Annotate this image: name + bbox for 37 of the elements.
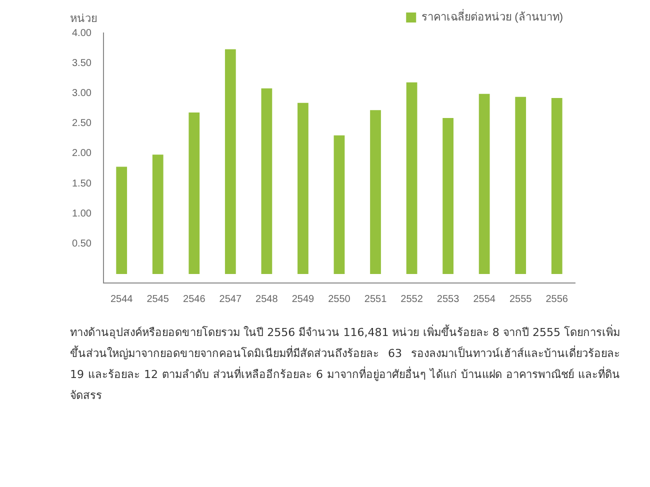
bar [478,94,490,274]
bar [551,98,562,274]
x-tick-label: 2553 [436,294,460,305]
y-tick-label: 3.50 [72,58,92,69]
bar [334,135,345,274]
y-tick-label: 2.00 [72,148,92,160]
y-tick-label: 1.00 [72,208,92,220]
x-tick-label: 2549 [292,294,315,305]
x-tick-label: 2556 [546,294,568,305]
bar [406,82,418,274]
legend-label: ราคาเฉลี่ยต่อหน่วย (ล้านบาท) [422,8,564,24]
y-tick-label: 3.00 [72,88,92,99]
bar [188,112,200,274]
x-tick-label: 2554 [473,294,496,305]
bar [515,96,526,274]
bar [261,88,272,274]
x-tick-label: 2550 [328,294,351,305]
x-tick-label: 2555 [509,294,532,305]
bar [224,49,236,274]
bar [116,166,128,274]
y-tick-label: 2.50 [72,118,92,130]
bar [370,110,381,274]
x-tick-label: 2551 [364,294,388,305]
x-tick-label: 2544 [110,294,134,305]
y-axis-title: หน่วย [70,12,97,25]
y-tick-label: 0.50 [72,238,92,250]
x-tick-label: 2548 [256,294,278,305]
x-tick-label: 2546 [183,294,206,305]
text: ทางด้านอุปสงค์หรือยอดขายโดยรวม ในปี 2556 มีจำนวน 116,481 หน่วย เพิ่มขึ้นร้อยละ 8 จากปี 2555 โดยการเพิ่มขึ้นส่วนใหญ่มาจากยอดขายจากคอนโดมิเนียมที่มีสัดส่วนถึงร้อยละ 63 รองลงมาเป็นทาวน์เฮ้าส์และบ้านเดี่ยวร้อยละ 19 และร้อยละ 12 ตามลำดับ ส่วนที่เหลืออีกร้อยละ 6 มาจากที่อยู่อาศัยอื่นๆ ได้แก่ บ้านแฝด อาคารพาณิชย์ และที่ดินจัดสรร [70,324,620,404]
y-tick-label: 1.50 [72,178,92,190]
x-tick-label: 2545 [146,294,170,305]
bar [298,102,308,274]
x-tick-label: 2547 [219,294,242,305]
y-tick-label: 4.00 [72,28,92,39]
bar [152,154,164,274]
bar [442,118,454,274]
x-tick-label: 2552 [400,294,424,305]
